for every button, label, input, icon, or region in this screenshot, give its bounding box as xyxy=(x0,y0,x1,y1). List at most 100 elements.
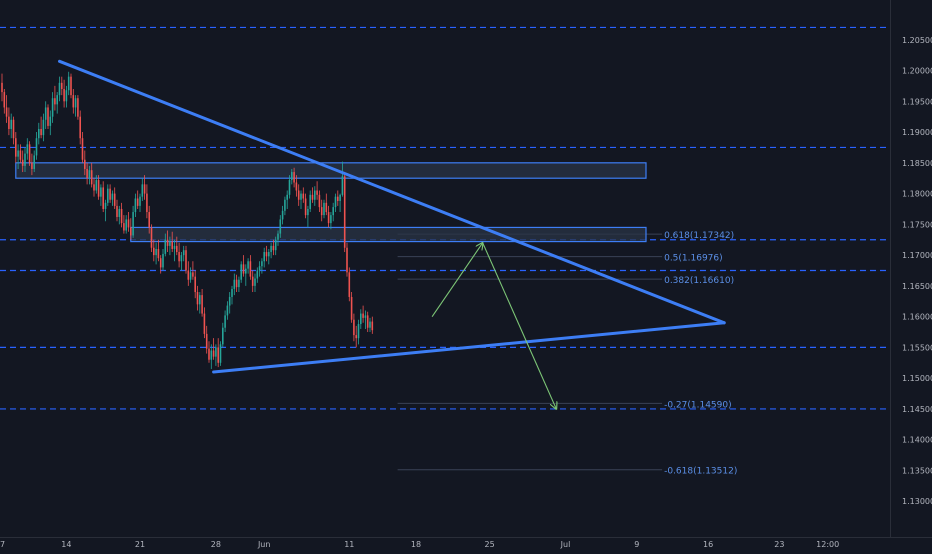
candle-body xyxy=(49,116,52,126)
candle-body xyxy=(102,187,104,209)
candle-body xyxy=(182,250,185,256)
candle-body xyxy=(274,239,277,251)
candle-body xyxy=(84,159,86,169)
projection-arrow[interactable] xyxy=(431,243,483,317)
candle-body xyxy=(88,170,91,179)
candle xyxy=(44,101,47,129)
candle-body xyxy=(136,198,139,206)
candle xyxy=(1,73,3,102)
candle xyxy=(116,199,118,222)
candle xyxy=(123,215,125,234)
candle-body xyxy=(58,82,61,96)
price-tick-label: 1.14000 xyxy=(902,436,932,445)
candle xyxy=(196,285,199,311)
fib-level-label: 0.382(1.16610) xyxy=(664,276,734,286)
candle xyxy=(40,116,42,139)
candle-body xyxy=(74,98,77,108)
candle-body xyxy=(90,170,93,185)
candle-body xyxy=(343,176,346,248)
candle-body xyxy=(212,350,215,357)
candle xyxy=(330,212,332,230)
candle-body xyxy=(196,292,199,305)
resistance-zone[interactable] xyxy=(130,226,647,243)
candle-body xyxy=(10,119,12,129)
candle-body xyxy=(314,190,316,200)
resistance-zone[interactable] xyxy=(15,162,647,179)
time-tick-label: 11 xyxy=(344,540,354,549)
candle xyxy=(353,313,355,342)
candle-body xyxy=(12,119,15,139)
price-tick-label: 1.16000 xyxy=(902,313,932,322)
candle xyxy=(288,175,291,199)
candle xyxy=(49,110,52,136)
time-tick-label: 23 xyxy=(774,540,784,549)
candle-body xyxy=(44,107,47,120)
candle-body xyxy=(311,194,314,200)
price-axis[interactable]: 1.20500 1.20000 1.19500 1.19000 1.18500 1.180… xyxy=(890,0,932,537)
candle-body xyxy=(245,268,247,274)
candle xyxy=(171,231,173,253)
candle-body xyxy=(21,159,24,166)
projection-path xyxy=(431,242,557,409)
candle-body xyxy=(341,176,344,195)
candle-body xyxy=(330,215,332,224)
candle-body xyxy=(3,92,6,108)
candle xyxy=(208,341,210,363)
time-axis[interactable]: 7 14 21 28 Jun 11 18 25 Jul 9 16 23 12:00 xyxy=(0,537,932,550)
candle xyxy=(93,178,95,197)
time-tick-label: 18 xyxy=(411,540,421,549)
candle-body xyxy=(72,95,75,108)
candle xyxy=(238,276,240,293)
candle-body xyxy=(337,196,339,201)
candle-body xyxy=(355,335,357,339)
candle-body xyxy=(323,202,325,216)
candle xyxy=(247,258,249,274)
candle-body xyxy=(353,319,355,336)
candle-body xyxy=(288,180,291,195)
candle-body xyxy=(100,187,102,197)
candle-body xyxy=(268,252,270,257)
candle xyxy=(355,325,357,348)
time-tick-label: 7 xyxy=(0,540,5,549)
candle xyxy=(240,261,242,283)
candle-body xyxy=(51,98,54,117)
candle-body xyxy=(157,248,160,259)
trendline[interactable] xyxy=(58,59,726,325)
candle xyxy=(302,187,305,203)
trendline[interactable] xyxy=(212,321,726,374)
projection-arrow[interactable] xyxy=(482,242,557,409)
time-tick-label: 25 xyxy=(485,540,495,549)
price-tick-label: 1.13000 xyxy=(902,497,932,506)
candle-body xyxy=(17,150,19,157)
candle xyxy=(327,205,330,228)
fib-level-label: -0.618(1.13512) xyxy=(664,467,737,477)
candle xyxy=(348,267,351,302)
candle xyxy=(316,181,318,200)
candle xyxy=(369,317,371,333)
candle-body xyxy=(217,347,219,363)
candle-body xyxy=(251,276,254,286)
candle xyxy=(263,247,265,268)
candle xyxy=(153,239,155,262)
candle xyxy=(192,261,194,280)
candle-body xyxy=(81,138,84,160)
candle xyxy=(286,190,288,209)
candle xyxy=(65,85,68,108)
candle-body xyxy=(1,82,3,93)
candle-body xyxy=(293,172,295,183)
candle-body xyxy=(348,272,351,297)
candle xyxy=(148,205,150,234)
candle xyxy=(88,165,91,185)
candle-body xyxy=(111,193,114,200)
candle-body xyxy=(15,138,17,157)
price-tick-label: 1.14500 xyxy=(902,405,932,414)
candle-body xyxy=(201,295,203,314)
candle-body xyxy=(169,241,171,246)
candle xyxy=(90,162,93,188)
candle xyxy=(254,273,256,293)
candle xyxy=(107,184,109,206)
candle-body xyxy=(286,194,288,200)
candle xyxy=(320,199,323,222)
